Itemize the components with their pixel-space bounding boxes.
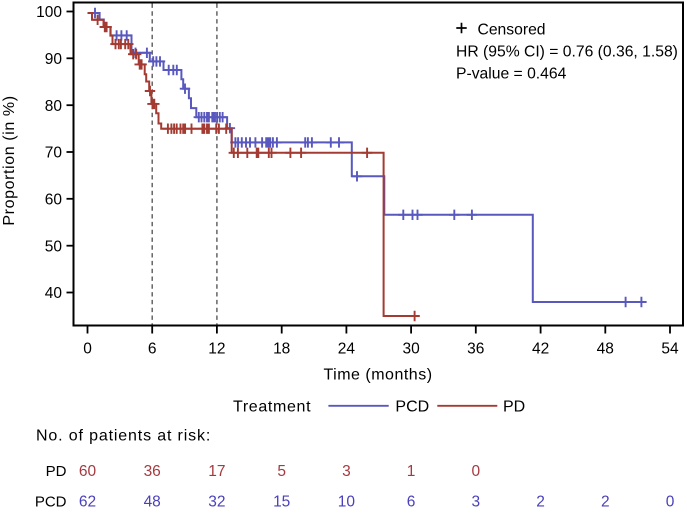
svg-text:3: 3 [342, 463, 351, 480]
svg-text:Treatment: Treatment [233, 399, 311, 416]
svg-text:50: 50 [45, 238, 63, 255]
svg-text:100: 100 [36, 4, 62, 21]
svg-text:PCD: PCD [35, 493, 67, 510]
svg-text:36: 36 [467, 341, 484, 358]
svg-text:1: 1 [407, 463, 416, 480]
svg-text:0: 0 [83, 341, 92, 358]
svg-text:48: 48 [144, 493, 161, 510]
svg-text:PCD: PCD [395, 399, 429, 416]
svg-text:70: 70 [45, 145, 63, 162]
svg-text:40: 40 [45, 285, 63, 302]
svg-text:2: 2 [536, 493, 545, 510]
svg-text:62: 62 [79, 493, 96, 510]
svg-text:6: 6 [148, 341, 157, 358]
svg-text:32: 32 [208, 493, 225, 510]
svg-text:3: 3 [471, 493, 480, 510]
svg-text:12: 12 [208, 341, 225, 358]
svg-text:15: 15 [273, 493, 290, 510]
svg-text:24: 24 [338, 341, 356, 358]
svg-text:60: 60 [45, 191, 63, 208]
svg-text:2: 2 [601, 493, 610, 510]
svg-text:Time (months): Time (months) [323, 367, 432, 384]
svg-text:80: 80 [45, 98, 63, 115]
svg-text:No. of patients at risk:: No. of patients at risk: [36, 428, 211, 445]
svg-text:Proportion (in %): Proportion (in %) [1, 95, 18, 225]
svg-text:P-value = 0.464: P-value = 0.464 [456, 65, 567, 82]
svg-text:60: 60 [79, 463, 97, 480]
svg-text:0: 0 [471, 463, 480, 480]
svg-text:18: 18 [273, 341, 290, 358]
svg-text:30: 30 [402, 341, 420, 358]
svg-text:90: 90 [45, 51, 63, 68]
svg-text:54: 54 [661, 341, 679, 358]
svg-text:PD: PD [503, 399, 525, 416]
svg-text:HR (95% CI) = 0.76 (0.36, 1.58: HR (95% CI) = 0.76 (0.36, 1.58) [456, 44, 678, 61]
svg-text:17: 17 [208, 463, 225, 480]
svg-text:6: 6 [407, 493, 416, 510]
svg-text:48: 48 [597, 341, 614, 358]
svg-text:36: 36 [144, 463, 161, 480]
svg-text:0: 0 [666, 493, 675, 510]
svg-text:PD: PD [46, 463, 67, 480]
svg-text:5: 5 [277, 463, 286, 480]
svg-text:42: 42 [532, 341, 549, 358]
svg-text:Censored: Censored [478, 22, 546, 39]
svg-text:10: 10 [338, 493, 356, 510]
